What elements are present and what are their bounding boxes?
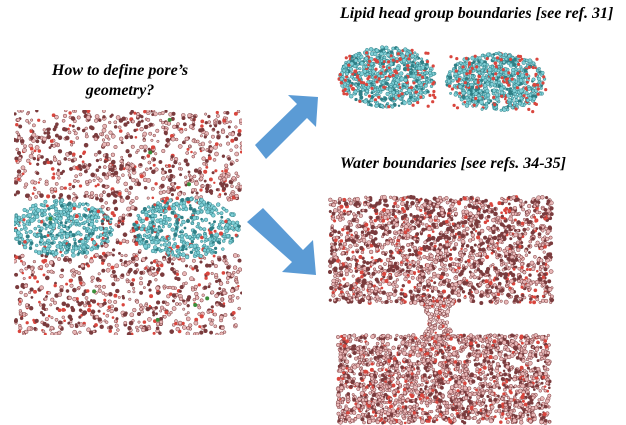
- question-line-1: How to define pore’s: [51, 62, 189, 79]
- lipid-boundaries-title: Lipid head group boundaries [see ref. 31…: [340, 5, 614, 22]
- full-system-simulation: [14, 110, 242, 335]
- lipid-headgroup-view: [337, 45, 548, 114]
- arrow-up-right-icon: [255, 95, 318, 159]
- question-line-2: geometry?: [85, 82, 155, 99]
- water-only-view: [327, 194, 555, 425]
- arrow-down-right-icon: [247, 208, 316, 275]
- water-boundaries-title: Water boundaries [see refs. 34-35]: [340, 155, 566, 172]
